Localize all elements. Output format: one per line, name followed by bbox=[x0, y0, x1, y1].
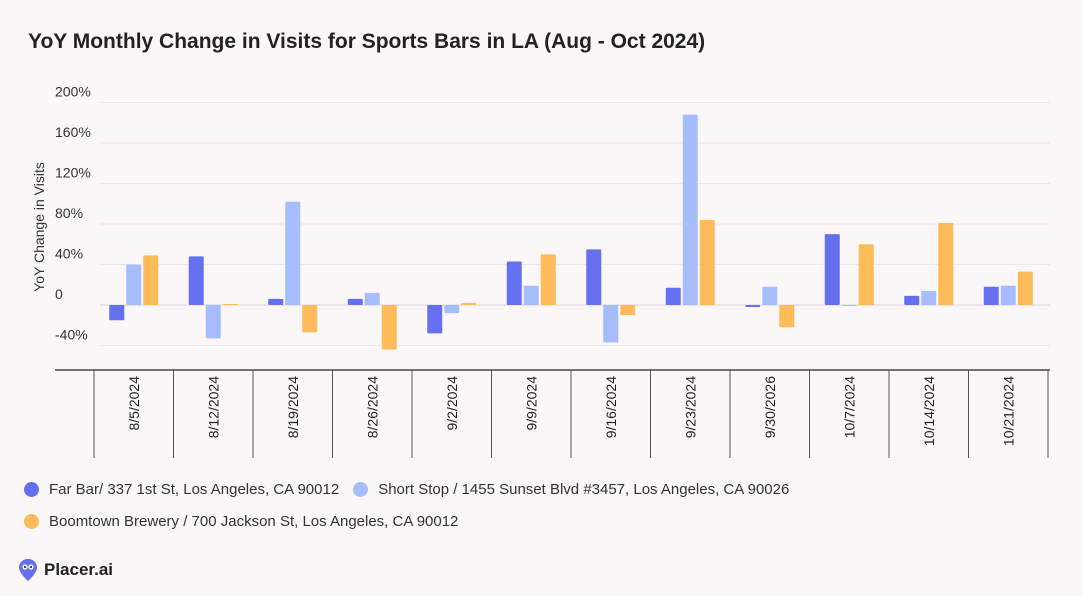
y-axis-label: YoY Change in Visits bbox=[31, 162, 47, 292]
legend-swatch-boomtown bbox=[24, 514, 39, 529]
legend-label-boomtown: Boomtown Brewery / 700 Jackson St, Los A… bbox=[49, 513, 459, 530]
bar bbox=[745, 305, 761, 308]
x-tick-label: 10/21/2024 bbox=[1000, 376, 1016, 446]
bar bbox=[904, 295, 920, 305]
legend-row-1: Far Bar/ 337 1st St, Los Angeles, CA 900… bbox=[24, 481, 803, 498]
legend-item-boomtown[interactable]: Boomtown Brewery / 700 Jackson St, Los A… bbox=[24, 513, 458, 530]
legend-swatch-far-bar bbox=[24, 482, 39, 497]
x-tick-label: 8/12/2024 bbox=[205, 376, 221, 438]
bar bbox=[268, 298, 284, 305]
brand-name: Placer.ai bbox=[44, 560, 114, 579]
legend-item-short-stop[interactable]: Short Stop / 1455 Sunset Blvd #3457, Los… bbox=[353, 481, 789, 498]
x-tick-label: 9/16/2024 bbox=[603, 376, 619, 438]
bar bbox=[461, 302, 477, 305]
bar bbox=[620, 305, 636, 316]
y-tick-label: 80% bbox=[55, 205, 83, 221]
bar bbox=[841, 305, 857, 307]
bar bbox=[444, 305, 460, 314]
bar bbox=[188, 256, 204, 305]
placer-pin-icon bbox=[19, 559, 37, 581]
x-tick-label: 10/14/2024 bbox=[921, 376, 937, 446]
bar bbox=[523, 285, 539, 305]
bar-chart: -40% 0 40% 80% 120% 160% 200% YoY Change in Vis… bbox=[31, 84, 1050, 458]
bar bbox=[603, 305, 619, 343]
y-tick-label: 0 bbox=[55, 286, 63, 302]
bar bbox=[779, 305, 795, 328]
bar bbox=[364, 292, 380, 305]
bar bbox=[1000, 285, 1016, 305]
bar bbox=[285, 201, 301, 305]
y-tick-label: 200% bbox=[55, 84, 91, 100]
x-tick-label: 9/9/2024 bbox=[523, 376, 539, 431]
y-tick-label: 120% bbox=[55, 165, 91, 181]
bar bbox=[699, 219, 715, 305]
bar bbox=[126, 264, 142, 305]
x-tick-label: 8/26/2024 bbox=[364, 376, 380, 438]
bar bbox=[1017, 271, 1033, 305]
y-tick-label: 160% bbox=[55, 124, 91, 140]
bar bbox=[824, 234, 840, 305]
bar bbox=[682, 114, 698, 306]
chart-title: YoY Monthly Change in Visits for Sports … bbox=[28, 30, 706, 53]
bar bbox=[381, 305, 397, 350]
x-tick-label: 10/7/2024 bbox=[841, 376, 857, 438]
bar bbox=[506, 261, 522, 305]
bar bbox=[302, 305, 318, 333]
x-tick-label: 9/23/2024 bbox=[682, 376, 698, 438]
brand-logo[interactable]: Placer.ai bbox=[18, 558, 113, 582]
bar bbox=[762, 286, 778, 305]
legend-row-2: Boomtown Brewery / 700 Jackson St, Los A… bbox=[24, 513, 472, 530]
bar bbox=[665, 287, 681, 305]
legend-label-far-bar: Far Bar/ 337 1st St, Los Angeles, CA 900… bbox=[49, 481, 340, 498]
bar bbox=[586, 249, 602, 305]
y-tick-label: 40% bbox=[55, 246, 83, 262]
bar bbox=[983, 286, 999, 305]
bar bbox=[222, 303, 238, 305]
bar bbox=[921, 290, 937, 305]
legend-swatch-short-stop bbox=[353, 482, 369, 497]
x-tick-label: 8/5/2024 bbox=[126, 376, 142, 431]
x-tick-label: 9/30/2026 bbox=[762, 376, 778, 438]
bar bbox=[347, 298, 363, 305]
bar bbox=[143, 255, 159, 305]
x-tick-label: 8/19/2024 bbox=[285, 376, 301, 438]
bar bbox=[858, 244, 874, 305]
bar bbox=[427, 305, 443, 334]
legend-item-far-bar[interactable]: Far Bar/ 337 1st St, Los Angeles, CA 900… bbox=[24, 481, 339, 498]
x-tick-label: 9/2/2024 bbox=[444, 376, 460, 431]
bar bbox=[109, 305, 125, 321]
bar bbox=[938, 222, 954, 305]
y-tick-label: -40% bbox=[55, 327, 88, 343]
bar bbox=[205, 305, 221, 339]
bar bbox=[540, 254, 556, 305]
legend-label-short-stop: Short Stop / 1455 Sunset Blvd #3457, Los… bbox=[378, 481, 790, 498]
